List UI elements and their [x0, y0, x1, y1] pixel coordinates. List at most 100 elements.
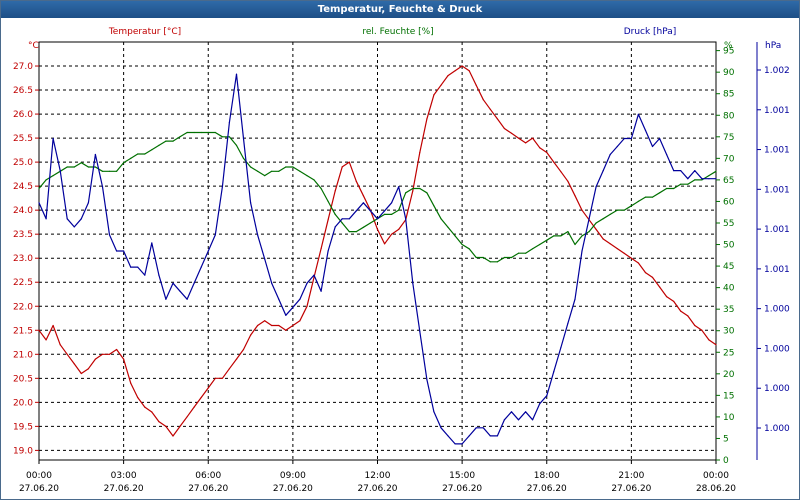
humidity-data-point: [412, 187, 414, 190]
temperature-data-point: [348, 161, 350, 163]
pressure-data-point: [412, 282, 414, 284]
humidity-data-point: [355, 231, 357, 233]
humidity-data-point: [616, 209, 618, 211]
temperature-data-point: [581, 209, 583, 211]
temperature-tick-label: 21.0: [13, 350, 33, 360]
x-tick-time: 21:00: [618, 471, 644, 481]
temperature-data-point: [426, 118, 428, 120]
temperature-data-point: [116, 348, 118, 351]
humidity-tick-label: 45: [723, 262, 734, 272]
pressure-data-point: [384, 210, 386, 212]
chart-title: Temperatur, Feuchte & Druck: [1, 1, 799, 18]
temperature-data-point: [651, 276, 654, 278]
temperature-data-point: [130, 382, 132, 384]
humidity-axis-title: rel. Feuchte [%]: [362, 27, 433, 37]
pressure-data-point: [602, 170, 604, 172]
pressure-data-point: [186, 298, 188, 300]
pressure-data-point: [108, 234, 111, 236]
humidity-data-point: [398, 209, 400, 211]
pressure-data-point: [680, 170, 682, 172]
pressure-data-point: [609, 153, 611, 156]
humidity-data-point: [644, 196, 647, 198]
temperature-data-point: [637, 262, 640, 264]
humidity-data-point: [426, 192, 428, 194]
temperature-data-point: [503, 127, 505, 130]
humidity-data-point: [440, 218, 442, 220]
pressure-data-point: [59, 170, 61, 172]
x-tick-date: 27.06.20: [273, 484, 313, 494]
x-tick-time: 00:00: [26, 471, 52, 481]
humidity-tick-label: 75: [723, 133, 734, 143]
humidity-data-point: [221, 136, 223, 138]
pressure-data-point: [193, 282, 195, 284]
pressure-data-point: [172, 282, 174, 284]
humidity-data-point: [637, 200, 640, 202]
humidity-data-point: [278, 170, 280, 172]
pressure-data-point: [45, 218, 47, 220]
humidity-data-point: [369, 222, 371, 224]
x-tick-date: 27.06.20: [188, 484, 228, 494]
humidity-data-point: [94, 166, 96, 168]
temperature-data-point: [532, 137, 534, 139]
pressure-data-point: [398, 186, 400, 188]
humidity-data-point: [271, 170, 273, 172]
humidity-data-point: [595, 222, 597, 224]
temperature-data-point: [468, 70, 470, 72]
pressure-data-point: [214, 234, 216, 236]
x-tick-time: 18:00: [534, 471, 560, 481]
humidity-data-point: [546, 239, 548, 241]
temperature-data-point: [694, 324, 696, 327]
temperature-data-point: [52, 324, 54, 327]
temperature-data-point: [193, 406, 195, 408]
temperature-data-point: [94, 358, 96, 360]
temperature-data-point: [659, 286, 661, 288]
pressure-data-point: [137, 266, 139, 268]
pressure-data-point: [489, 435, 491, 437]
temperature-data-point: [595, 228, 597, 230]
pressure-data-point: [588, 218, 590, 220]
pressure-data-point: [475, 427, 477, 429]
temperature-data-point: [602, 238, 604, 240]
pressure-tick-label: 1.001: [764, 146, 790, 156]
humidity-tick-label: 30: [723, 327, 735, 337]
pressure-data-point: [313, 274, 315, 276]
humidity-data-point: [66, 166, 68, 168]
pressure-data-point: [341, 218, 343, 220]
humidity-data-point: [489, 261, 491, 263]
x-tick-time: 15:00: [449, 471, 475, 481]
pressure-data-point: [123, 250, 125, 252]
temperature-data-point: [560, 171, 562, 173]
humidity-tick-label: 0: [723, 456, 729, 466]
pressure-data-point: [306, 282, 308, 284]
humidity-data-point: [116, 170, 118, 172]
x-tick-time: 06:00: [195, 471, 221, 481]
temperature-unit: °C: [28, 41, 39, 51]
humidity-data-point: [165, 140, 167, 142]
humidity-data-point: [193, 131, 195, 134]
pressure-data-point: [574, 298, 576, 300]
pressure-data-point: [553, 371, 555, 373]
humidity-data-point: [313, 179, 315, 181]
humidity-data-point: [680, 183, 682, 185]
temperature-tick-label: 20.0: [13, 398, 33, 408]
pressure-data-point: [144, 274, 146, 276]
pressure-data-point: [242, 137, 245, 140]
temperature-data-point: [264, 320, 266, 322]
humidity-data-point: [666, 187, 668, 190]
pressure-data-point: [391, 202, 393, 204]
temperature-data-point: [666, 296, 668, 298]
pressure-data-point: [517, 419, 520, 421]
x-tick-date: 27.06.20: [611, 484, 651, 494]
temperature-data-point: [200, 396, 202, 399]
temperature-data-point: [433, 94, 435, 96]
temperature-data-point: [616, 248, 618, 250]
temperature-tick-label: 23.5: [13, 230, 33, 240]
x-tick-time: 00:00: [703, 471, 729, 481]
humidity-data-point: [179, 136, 181, 138]
humidity-data-point: [447, 226, 449, 228]
temperature-data-point: [73, 363, 75, 365]
temperature-data-point: [384, 243, 386, 245]
pressure-data-point: [659, 137, 661, 140]
pressure-data-point: [200, 266, 202, 268]
humidity-data-point: [503, 256, 505, 259]
